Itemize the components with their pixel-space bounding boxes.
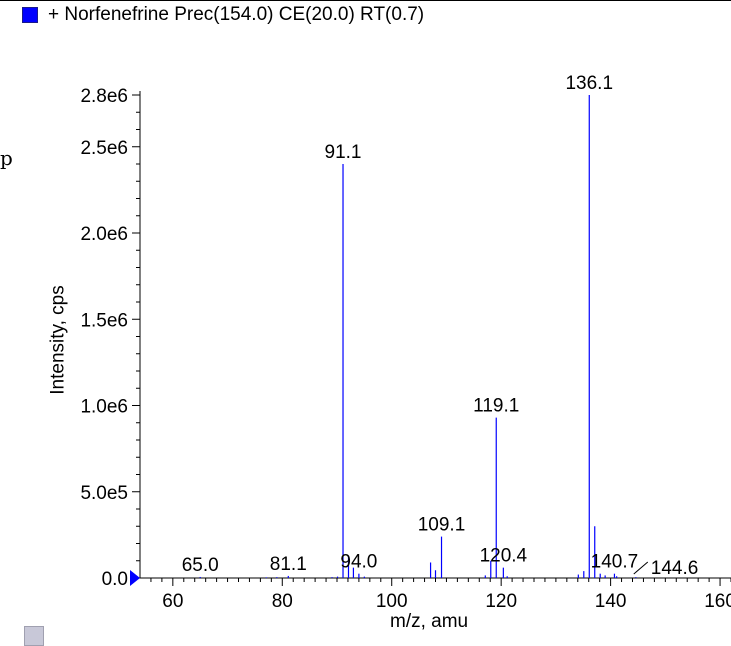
x-axis-title: m/z, amu	[390, 611, 469, 632]
legend-label: + Norfenefrine Prec(154.0) CE(20.0) RT(0…	[48, 4, 425, 25]
peak-label: 91.1	[325, 142, 362, 163]
peak-label: 144.6	[651, 558, 699, 579]
corner-marker	[24, 626, 44, 646]
x-tick-label: 80	[272, 591, 293, 612]
x-tick-label: 60	[162, 591, 183, 612]
peak-bars	[199, 95, 637, 578]
y-tick-label: 0.0	[102, 569, 128, 590]
y-tick-label: 5.0e5	[80, 483, 128, 504]
y-tick-label: 1.0e6	[80, 397, 128, 418]
chart-axes: 0.0 5.0e5 1.0e6 1.5e6 2.0e6 2.5e6 2.8e6 60 80 100…	[80, 86, 731, 612]
peak-label: 109.1	[418, 515, 466, 536]
y-tick-label: 2.5e6	[80, 138, 128, 159]
x-tick-label: 100	[376, 591, 408, 612]
peak-label: 65.0	[182, 555, 219, 576]
peak-label: 136.1	[565, 73, 613, 94]
peak-label: 120.4	[480, 546, 528, 567]
peak-label: 140.7	[591, 552, 639, 573]
origin-marker	[130, 570, 140, 586]
x-tick-label: 120	[485, 591, 517, 612]
legend-swatch[interactable]	[22, 7, 38, 23]
y-tick-label: 1.5e6	[80, 310, 128, 331]
legend: + Norfenefrine Prec(154.0) CE(20.0) RT(0…	[22, 4, 424, 26]
clipped-side-glyph: p	[0, 146, 13, 170]
peak-label-leader	[633, 561, 649, 575]
peak-label: 119.1	[473, 396, 519, 417]
peak-label: 94.0	[340, 552, 377, 573]
peak-labels: 65.0 81.1 91.1 94.0 109.1 119.1 120.4 136.1 140.…	[182, 73, 699, 579]
y-tick-label: 2.8e6	[80, 86, 128, 107]
peak-label: 81.1	[270, 554, 307, 575]
x-tick-label: 160	[704, 591, 731, 612]
x-tick-label: 140	[595, 591, 627, 612]
top-border-line	[0, 0, 731, 1]
y-tick-label: 2.0e6	[80, 224, 128, 245]
